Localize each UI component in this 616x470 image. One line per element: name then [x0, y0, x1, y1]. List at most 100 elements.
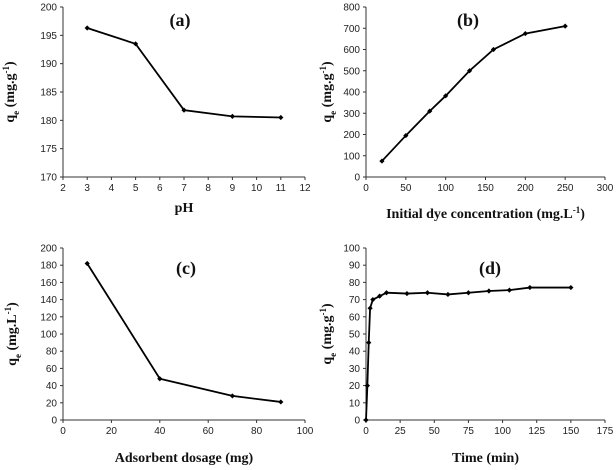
x-tick-label: 7 [181, 183, 187, 194]
y-tick-label: 60 [46, 364, 58, 375]
y-tick-label: 140 [40, 295, 57, 306]
x-tick-label: 150 [477, 183, 494, 194]
x-tick-label: 0 [60, 426, 66, 437]
y-tick-label: 600 [343, 45, 360, 56]
x-tick-label: 10 [251, 183, 263, 194]
x-tick-label: 100 [494, 426, 511, 437]
x-tick-label: 250 [557, 183, 574, 194]
y-tick-label: 100 [343, 151, 360, 162]
data-point [363, 417, 369, 423]
x-tick-label: 60 [203, 426, 215, 437]
data-point [486, 288, 492, 294]
y-tick-label: 20 [349, 381, 361, 392]
data-point [379, 158, 385, 164]
data-point [443, 93, 449, 99]
y-tick-label: 185 [40, 88, 57, 99]
data-point [229, 113, 235, 119]
y-tick-label: 200 [40, 3, 57, 14]
x-tick-label: 50 [429, 426, 441, 437]
chart-panel-2: 0 50 100 150 200 250 300 0 100 200 300 400 500 600 700… [318, 3, 614, 223]
y-tick-label: 100 [40, 330, 57, 341]
y-tick-label: 400 [343, 88, 360, 99]
data-point [84, 260, 90, 267]
data-point [568, 284, 574, 291]
x-tick-label: 100 [297, 426, 314, 437]
y-tick-label: 160 [40, 278, 57, 289]
data-point [278, 399, 284, 405]
data-point [383, 290, 390, 296]
y-tick-label: 190 [40, 59, 57, 70]
data-point [181, 107, 187, 113]
y-tick-label: 60 [349, 312, 361, 323]
y-tick-label: 40 [46, 381, 58, 392]
data-point [133, 41, 139, 47]
y-tick-label: 40 [349, 347, 361, 358]
y-tick-label: 10 [349, 398, 361, 409]
y-tick-label: 180 [40, 116, 57, 127]
data-point [403, 132, 409, 139]
series-line [365, 286, 571, 421]
y-tick-label: 120 [40, 312, 57, 323]
data-point [278, 114, 284, 121]
data-point [404, 290, 410, 297]
x-tick-label: 0 [363, 183, 369, 194]
data-point [157, 376, 163, 382]
data-point [562, 23, 568, 29]
panel-label: (b) [457, 10, 479, 31]
data-point [506, 287, 512, 293]
chart-panel-4: 0 25 50 75 100 125 150 175 0 10 20 30 40 50 60 70 80 90 10… [318, 244, 614, 467]
y-axis-label: qe (mg.g-1) [318, 61, 338, 123]
y-tick-label: 200 [40, 244, 57, 255]
x-tick-label: 25 [395, 426, 407, 437]
x-tick-label: 9 [230, 183, 236, 194]
x-tick-label: 2 [60, 183, 66, 194]
data-point [424, 290, 431, 296]
data-point [367, 305, 373, 311]
y-tick-label: 500 [343, 66, 360, 77]
y-axis-label: qe (mg.L-1) [3, 302, 23, 366]
x-tick-label: 5 [133, 183, 139, 194]
y-tick-label: 80 [349, 278, 361, 289]
y-tick-label: 175 [40, 144, 57, 155]
y-tick-label: 0 [354, 173, 360, 184]
data-point [366, 340, 372, 346]
data-point [466, 68, 473, 74]
x-tick-label: 100 [437, 183, 454, 194]
chart-panel-1: 2 3 4 5 6 7 8 9 10 11 12 170 175 180 185 190 195 200 (a) pH… [1, 3, 311, 217]
data-point [84, 25, 90, 31]
data-point [427, 108, 433, 114]
y-tick-label: 0 [51, 416, 57, 427]
x-axis-label: Initial dye concentration (mg.L-1) [386, 205, 585, 222]
data-point [527, 284, 533, 291]
panel-label: (d) [479, 258, 501, 279]
x-tick-label: 150 [563, 426, 580, 437]
y-tick-label: 50 [349, 330, 361, 341]
y-tick-label: 0 [354, 416, 360, 427]
y-axis-label: qe (mg.g-1) [318, 303, 338, 365]
x-axis-label: Adsorbent dosage (mg) [115, 451, 254, 466]
y-tick-label: 30 [349, 364, 361, 375]
x-tick-label: 75 [463, 426, 475, 437]
x-tick-label: 80 [251, 426, 263, 437]
data-point [445, 291, 451, 298]
x-tick-label: 12 [299, 183, 311, 194]
x-tick-label: 0 [363, 426, 369, 437]
x-tick-label: 20 [106, 426, 118, 437]
x-tick-label: 8 [205, 183, 211, 194]
y-tick-label: 700 [343, 24, 360, 35]
x-tick-label: 40 [154, 426, 166, 437]
panel-label: (c) [176, 258, 196, 279]
data-point [377, 293, 383, 299]
x-tick-label: 175 [597, 426, 614, 437]
x-tick-label: 125 [528, 426, 545, 437]
panel-label: (a) [170, 10, 191, 31]
x-axis-label: pH [175, 201, 194, 216]
y-tick-label: 300 [343, 109, 360, 120]
data-point [522, 30, 528, 37]
x-tick-label: 50 [400, 183, 412, 194]
data-point [490, 46, 497, 53]
y-tick-label: 170 [40, 173, 57, 184]
data-point [364, 383, 370, 389]
y-tick-label: 180 [40, 261, 57, 272]
x-tick-label: 11 [276, 183, 287, 194]
